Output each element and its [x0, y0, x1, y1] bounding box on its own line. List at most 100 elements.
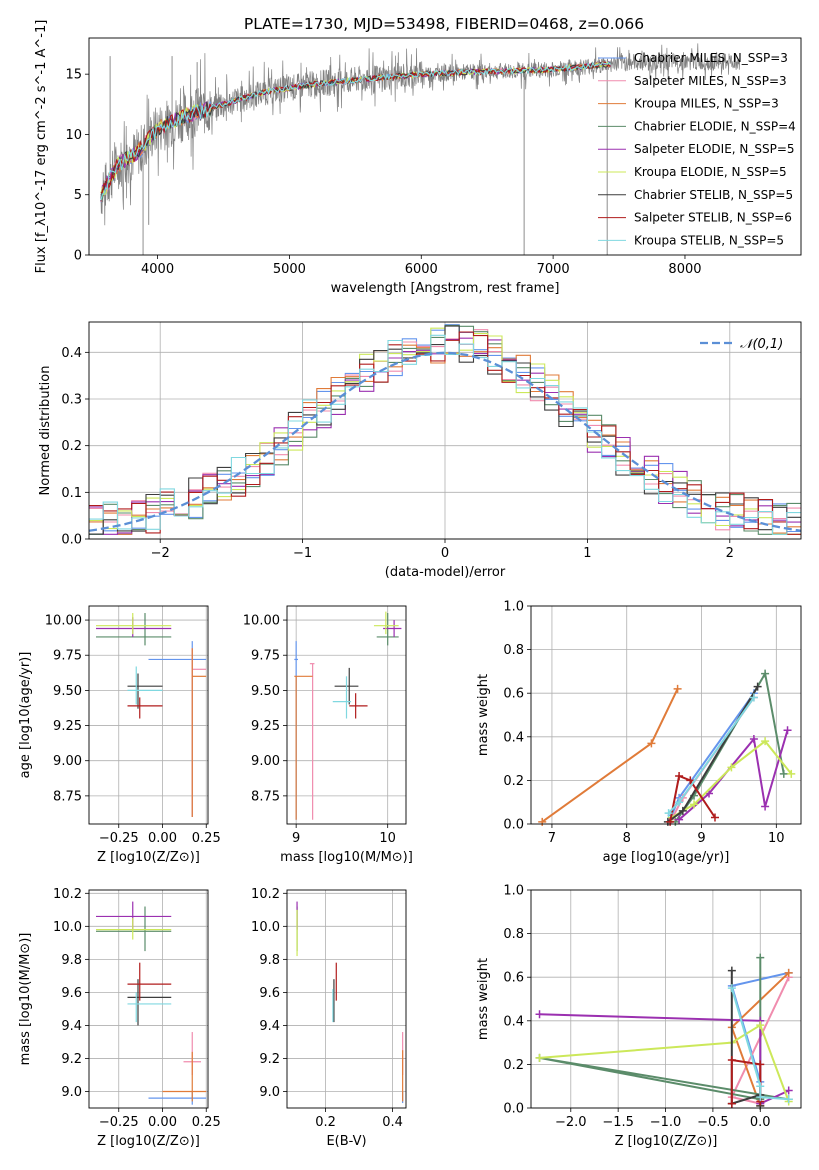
y-tick-label: 15: [65, 68, 82, 83]
legend: 𝒩(0,1): [700, 337, 783, 352]
weight-marker-salpeter_stelib: [710, 813, 719, 822]
panel-massweight_vs_Z: −2.0 −1.5 −1.0 −0.5 0.0 0.0 0.2 0.4 0.6 0.8 1.0 Z […: [476, 884, 802, 1149]
y-tick-label: 0.3: [61, 393, 82, 408]
y-tick-label: 10.0: [251, 920, 280, 935]
weight-marker-chabrier_stelib: [727, 966, 736, 975]
x-tick-label: 0.25: [192, 1115, 221, 1130]
x-tick-label: 0.0: [750, 1115, 771, 1130]
x-axis-label: mass [log10(M/M⊙)]: [280, 850, 413, 865]
y-tick-label: 10.00: [45, 614, 82, 629]
weight-marker-salpeter_stelib: [727, 1099, 736, 1108]
weight-marker-chabrier_elodie: [756, 953, 765, 962]
legend-entry: Kroupa MILES, N_SSP=3: [634, 97, 779, 111]
y-axis-label: Flux [f_λ10^-17 erg cm^-2 s^-1 A^-1]: [34, 20, 49, 274]
x-tick-label: −0.25: [99, 1115, 139, 1130]
weight-marker-salpeter_elodie: [784, 1086, 793, 1095]
y-tick-label: 9.75: [53, 649, 82, 664]
y-tick-label: 0.1: [61, 486, 82, 501]
y-tick-label: 9.4: [259, 1019, 280, 1034]
panel-residual_hist: −2 −1 0 1 2 0.0 0.1 0.2 0.3 0.4 (data-model)/error…: [38, 321, 802, 580]
x-tick-label: 5000: [273, 262, 306, 277]
weight-marker-kroupa_elodie: [727, 763, 736, 772]
axes-frame: [88, 605, 209, 825]
y-tick-label: 0: [74, 249, 82, 264]
y-tick-label: 10.00: [243, 614, 280, 629]
y-tick-label: 0.2: [61, 439, 82, 454]
weight-marker-kroupa_stelib: [727, 984, 736, 993]
y-tick-label: 9.00: [53, 754, 82, 769]
weight-marker-kroupa_stelib: [784, 1095, 793, 1104]
x-tick-label: 6000: [405, 262, 438, 277]
legend: Chabrier MILES, N_SSP=3 Salpeter MILES, N…: [598, 51, 796, 247]
y-tick-label: 10: [65, 128, 82, 143]
x-axis-label: Z [log10(Z/Z⊙)]: [97, 1134, 200, 1149]
y-tick-label: 9.50: [251, 684, 280, 699]
weight-marker-salpeter_elodie: [675, 815, 684, 824]
axes-frame: [530, 889, 802, 1109]
panel-mass_vs_ebv: 0.2 0.4 9.0 9.2 9.4 9.6 9.8 10.0 10.2 E(B-V): [251, 887, 407, 1149]
y-tick-label: 0.0: [503, 1102, 524, 1117]
weight-marker-kroupa_elodie: [756, 1021, 765, 1030]
x-tick-label: −0.5: [697, 1115, 729, 1130]
y-tick-label: 8.75: [251, 789, 280, 804]
x-axis-label: Z [log10(Z/Z⊙)]: [615, 1134, 718, 1149]
y-tick-label: 9.4: [61, 1019, 82, 1034]
x-tick-label: 0: [441, 546, 449, 561]
y-tick-label: 1.0: [503, 884, 524, 899]
weight-marker-kroupa_stelib: [749, 693, 758, 702]
weight-marker-kroupa_elodie: [761, 737, 770, 746]
x-axis-label: (data-model)/error: [385, 565, 506, 580]
weight-marker-salpeter_elodie: [761, 802, 770, 811]
axes-frame: [88, 37, 802, 256]
legend-entry: Salpeter ELODIE, N_SSP=5: [634, 142, 795, 156]
legend-entry: Chabrier ELODIE, N_SSP=4: [634, 119, 796, 133]
panel-massweight_vs_age: 7 8 9 10 0.0 0.2 0.4 0.6 0.8 1.0 age [log10(age/yr…: [476, 600, 802, 865]
x-tick-label: 4000: [141, 262, 174, 277]
y-tick-label: 10.2: [53, 887, 82, 902]
y-axis-label: mass weight: [476, 958, 491, 1040]
weight-marker-chabrier_stelib: [753, 682, 762, 691]
axes-frame: [530, 605, 802, 825]
x-axis-label: Z [log10(Z/Z⊙)]: [97, 850, 200, 865]
y-tick-label: 9.2: [259, 1052, 280, 1067]
weight-line-salpeter_stelib: [669, 774, 716, 822]
y-axis-label: mass [log10(M/M⊙)]: [18, 933, 33, 1066]
weight-marker-salpeter_elodie: [749, 734, 758, 743]
y-axis-label: age [log10(age/yr)]: [18, 652, 33, 779]
y-tick-label: 0.2: [503, 1058, 524, 1073]
y-tick-label: 9.8: [61, 953, 82, 968]
weight-marker-kroupa_miles: [784, 968, 793, 977]
y-tick-label: 0.0: [61, 533, 82, 548]
axes-frame: [286, 605, 407, 825]
panel-mass_vs_Z: −0.25 0.00 0.25 9.0 9.2 9.4 9.6 9.8 10.0 10.2 Z [l…: [18, 887, 221, 1149]
panel-age_vs_mass: 9 10 8.75 9.00 9.25 9.50 9.75 10.00 mass [log10(…: [243, 605, 413, 865]
panel-age_vs_Z: −0.25 0.00 0.25 8.75 9.00 9.25 9.50 9.75 10.00 Z …: [18, 605, 221, 865]
x-tick-label: 0.00: [148, 1115, 177, 1130]
y-tick-label: 9.00: [251, 754, 280, 769]
y-tick-label: 9.75: [251, 649, 280, 664]
y-tick-label: 0.6: [503, 971, 524, 986]
spectrum-data-line: [100, 43, 741, 226]
legend-entry: 𝒩(0,1): [740, 337, 783, 352]
weight-marker-kroupa_stelib: [756, 1082, 765, 1091]
x-tick-label: −2: [151, 546, 170, 561]
weight-marker-salpeter_stelib: [666, 817, 675, 826]
x-tick-label: 0.4: [382, 1115, 403, 1130]
x-tick-label: −1: [293, 546, 312, 561]
weight-marker-salpeter_elodie: [535, 1010, 544, 1019]
x-axis-label: wavelength [Angstrom, rest frame]: [331, 281, 560, 296]
x-tick-label: 10: [379, 831, 396, 846]
y-tick-label: 0.4: [61, 346, 82, 361]
weight-marker-kroupa_elodie: [690, 800, 699, 809]
weight-marker-chabrier_stelib: [678, 806, 687, 815]
x-tick-label: 0.00: [148, 831, 177, 846]
y-tick-label: 9.25: [251, 719, 280, 734]
y-tick-label: 9.6: [61, 986, 82, 1001]
x-tick-label: 0.25: [192, 831, 221, 846]
y-tick-label: 0.2: [503, 774, 524, 789]
weight-marker-kroupa_miles: [647, 739, 656, 748]
x-tick-label: 9: [292, 831, 300, 846]
y-tick-label: 0.0: [503, 818, 524, 833]
x-tick-label: 10: [768, 831, 785, 846]
